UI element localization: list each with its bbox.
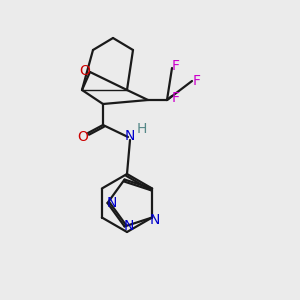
Text: N: N bbox=[106, 196, 117, 210]
Text: O: O bbox=[80, 64, 90, 78]
Text: H: H bbox=[137, 122, 147, 136]
Text: F: F bbox=[193, 74, 201, 88]
Text: F: F bbox=[172, 91, 180, 105]
Text: F: F bbox=[172, 59, 180, 73]
Text: N: N bbox=[125, 129, 135, 143]
Text: N: N bbox=[150, 214, 160, 227]
Text: N: N bbox=[123, 220, 134, 233]
Text: O: O bbox=[78, 130, 88, 144]
